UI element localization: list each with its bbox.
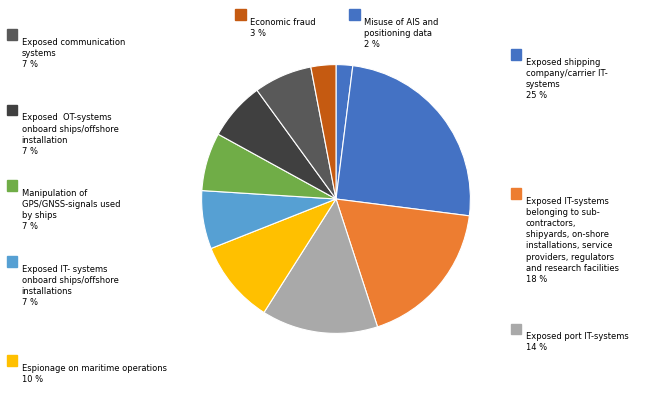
- Text: Exposed IT-systems
belonging to sub-
contractors,
shipyards, on-shore
installati: Exposed IT-systems belonging to sub- con…: [526, 197, 618, 284]
- Text: Exposed communication
systems
7 %: Exposed communication systems 7 %: [22, 38, 125, 69]
- Wedge shape: [264, 199, 378, 334]
- Wedge shape: [336, 66, 470, 216]
- Text: Exposed IT- systems
onboard ships/offshore
installations
7 %: Exposed IT- systems onboard ships/offsho…: [22, 265, 118, 307]
- Text: Economic fraud
3 %: Economic fraud 3 %: [250, 18, 316, 38]
- Text: Espionage on maritime operations
10 %: Espionage on maritime operations 10 %: [22, 364, 167, 384]
- Wedge shape: [218, 90, 336, 199]
- Wedge shape: [257, 67, 336, 199]
- Wedge shape: [336, 199, 469, 327]
- Wedge shape: [311, 64, 336, 199]
- Wedge shape: [336, 64, 353, 199]
- Wedge shape: [211, 199, 336, 312]
- Wedge shape: [202, 134, 336, 199]
- Text: Manipulation of
GPS/GNSS-signals used
by ships
7 %: Manipulation of GPS/GNSS-signals used by…: [22, 189, 120, 231]
- Text: Exposed shipping
company/carrier IT-
systems
25 %: Exposed shipping company/carrier IT- sys…: [526, 58, 607, 100]
- Wedge shape: [202, 191, 336, 248]
- Text: Exposed port IT-systems
14 %: Exposed port IT-systems 14 %: [526, 332, 628, 353]
- Text: Misuse of AIS and
positioning data
2 %: Misuse of AIS and positioning data 2 %: [364, 18, 439, 49]
- Text: Exposed  OT-systems
onboard ships/offshore
installation
7 %: Exposed OT-systems onboard ships/offshor…: [22, 113, 118, 156]
